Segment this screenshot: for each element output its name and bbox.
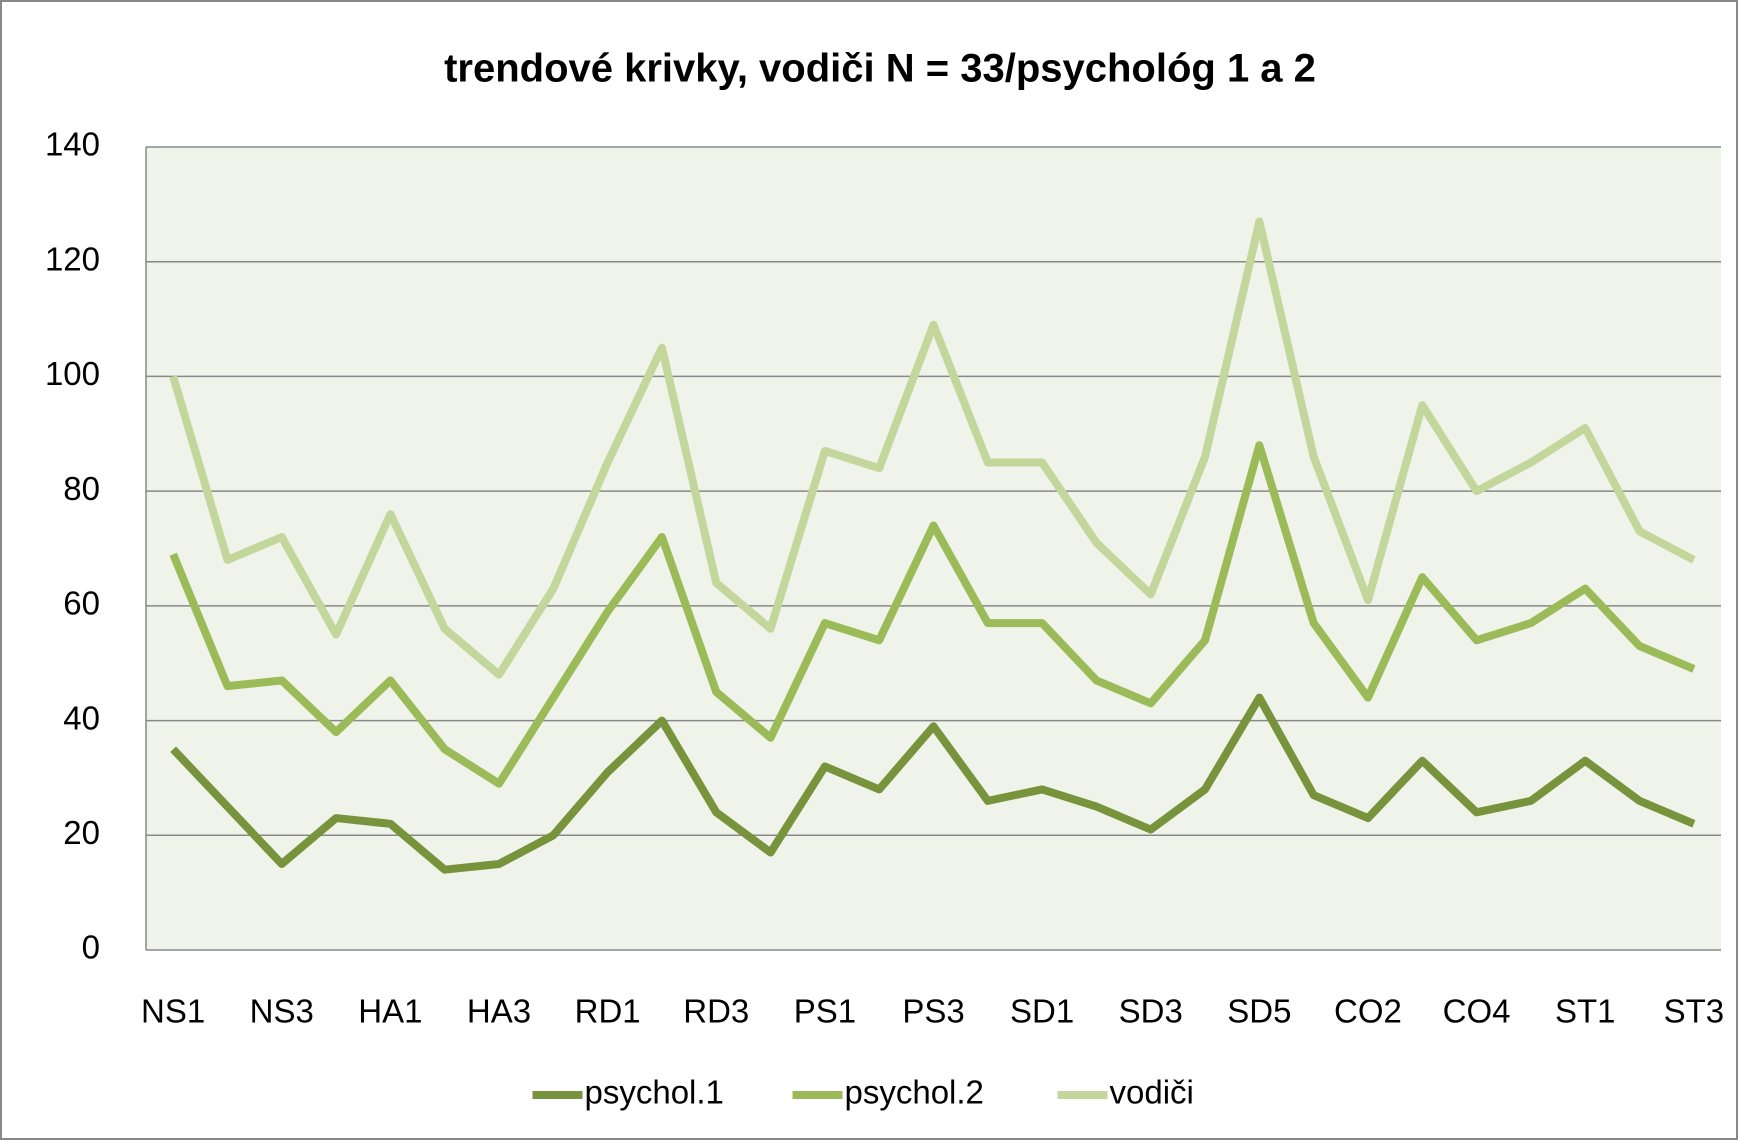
x-tick-label: PS3 [902,993,964,1030]
y-tick-label: 20 [63,814,100,851]
legend-label: vodiči [1110,1074,1194,1111]
series-line [169,441,1696,788]
x-tick-label: RD3 [683,993,749,1030]
x-tick-label: NS1 [141,993,205,1030]
y-tick-label: 120 [45,240,100,277]
x-tick-label: RD1 [575,993,641,1030]
series-line [170,693,1696,874]
y-tick-label: 100 [45,355,100,392]
x-tick-label: SD1 [1010,993,1074,1030]
x-tick-label: SD3 [1119,993,1183,1030]
chart-title: trendové krivky, vodiči N = 33/psychológ… [444,47,1316,91]
x-tick-label: PS1 [794,993,856,1030]
legend-label: psychol.1 [585,1074,724,1111]
x-tick-label: SD5 [1227,993,1291,1030]
legend-label: psychol.2 [845,1074,984,1111]
x-tick-label: HA3 [467,993,531,1030]
y-tick-label: 80 [63,470,100,507]
x-tick-label: NS3 [250,993,314,1030]
x-tick-label: ST3 [1664,993,1725,1030]
y-tick-label: 0 [82,929,100,966]
plot-area [146,147,1721,950]
x-tick-label: CO2 [1334,993,1402,1030]
y-tick-label: 140 [45,126,100,163]
y-tick-label: 40 [63,699,100,736]
x-tick-label: CO4 [1443,993,1511,1030]
x-tick-label: ST1 [1555,993,1616,1030]
y-tick-label: 60 [63,585,100,622]
series-line [169,217,1696,679]
x-tick-label: HA1 [358,993,422,1030]
